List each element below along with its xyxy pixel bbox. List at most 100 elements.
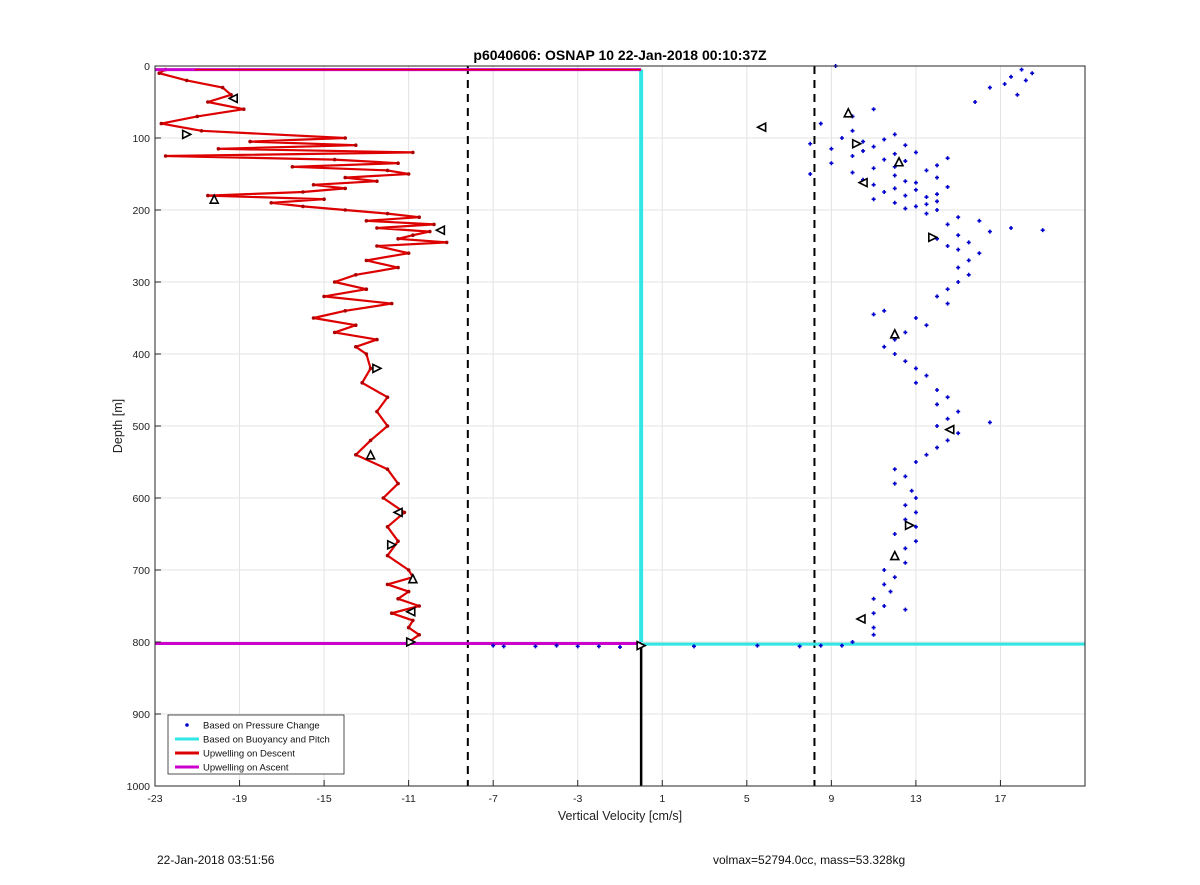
direction-marker bbox=[386, 539, 398, 551]
pressure-change-point bbox=[924, 168, 929, 173]
direction-marker bbox=[372, 363, 383, 374]
descent-point bbox=[375, 409, 379, 414]
pressure-change-point bbox=[1009, 74, 1014, 79]
pressure-change-point bbox=[935, 402, 940, 407]
x-tick-label: -19 bbox=[232, 793, 247, 805]
direction-marker bbox=[227, 93, 239, 104]
pressure-change-point bbox=[913, 187, 918, 192]
pressure-change-point bbox=[892, 575, 897, 580]
pressure-change-point bbox=[903, 503, 908, 508]
descent-point bbox=[411, 233, 415, 237]
pressure-change-point bbox=[956, 247, 961, 252]
pressure-change-point bbox=[903, 546, 908, 551]
pressure-change-point bbox=[966, 272, 971, 277]
direction-marker bbox=[365, 449, 376, 460]
descent-point bbox=[385, 211, 390, 216]
x-tick-label: -23 bbox=[147, 793, 162, 805]
pressure-change-point bbox=[618, 645, 622, 650]
descent-point bbox=[385, 424, 390, 428]
pressure-change-point bbox=[808, 141, 813, 146]
descent-point bbox=[199, 129, 204, 133]
descent-point bbox=[406, 172, 411, 176]
pressure-change-point bbox=[903, 607, 908, 612]
pressure-change-point bbox=[913, 380, 918, 385]
y-tick-label: 500 bbox=[132, 421, 150, 433]
pressure-change-point bbox=[829, 161, 834, 166]
descent-point bbox=[385, 525, 390, 529]
direction-marker bbox=[928, 232, 939, 243]
direction-marker bbox=[943, 424, 955, 435]
x-tick-label: -11 bbox=[401, 793, 416, 805]
descent-point bbox=[385, 467, 390, 472]
pressure-change-point bbox=[903, 474, 908, 479]
footer-timestamp: 22-Jan-2018 03:51:56 bbox=[157, 853, 275, 867]
y-tick-label: 100 bbox=[132, 133, 150, 145]
pressure-change-point bbox=[913, 366, 918, 371]
descent-point bbox=[343, 208, 348, 212]
descent-point bbox=[311, 183, 316, 187]
pressure-change-point bbox=[935, 424, 940, 428]
pressure-change-point bbox=[935, 199, 940, 204]
pressure-change-point bbox=[945, 222, 950, 227]
pressure-change-point bbox=[973, 100, 978, 104]
pressure-change-point bbox=[882, 157, 887, 162]
direction-marker bbox=[181, 129, 193, 140]
pressure-change-point bbox=[956, 215, 961, 220]
pressure-change-point bbox=[850, 170, 855, 175]
pressure-change-point bbox=[945, 395, 950, 400]
pressure-change-point bbox=[575, 644, 580, 649]
pressure-change-point bbox=[924, 323, 929, 328]
descent-point bbox=[375, 244, 379, 248]
pressure-change-point bbox=[903, 143, 908, 148]
descent-point bbox=[322, 294, 326, 299]
descent-point bbox=[411, 150, 415, 155]
pressure-change-point bbox=[903, 179, 908, 184]
pressure-change-point bbox=[839, 643, 844, 648]
direction-marker bbox=[842, 107, 854, 118]
pressure-change-point bbox=[913, 496, 918, 500]
descent-point bbox=[290, 165, 295, 169]
descent-point bbox=[322, 197, 326, 201]
descent-point bbox=[381, 496, 386, 500]
descent-point bbox=[163, 154, 168, 158]
pressure-change-point bbox=[829, 146, 834, 151]
pressure-change-point bbox=[935, 294, 940, 299]
pressure-change-point bbox=[892, 481, 897, 486]
direction-marker bbox=[405, 636, 417, 648]
descent-point bbox=[216, 147, 221, 151]
pressure-change-point bbox=[987, 420, 992, 425]
descent-point bbox=[375, 226, 379, 230]
pressure-change-point bbox=[871, 611, 876, 616]
pressure-change-point bbox=[888, 589, 893, 594]
pressure-change-point bbox=[924, 195, 929, 200]
pressure-change-point bbox=[945, 244, 950, 248]
descent-point bbox=[406, 625, 411, 630]
descent-point bbox=[184, 78, 189, 83]
descent-point bbox=[206, 100, 210, 104]
pressure-change-point bbox=[966, 240, 971, 245]
pressure-change-point bbox=[1030, 71, 1035, 76]
direction-marker bbox=[434, 224, 446, 236]
legend-swatch bbox=[185, 723, 189, 727]
x-tick-label: 13 bbox=[910, 793, 922, 805]
descent-point bbox=[157, 71, 162, 75]
x-tick-label: 1 bbox=[659, 793, 665, 805]
pressure-change-point bbox=[808, 172, 813, 176]
descent-point bbox=[343, 136, 348, 140]
pressure-change-point bbox=[871, 596, 876, 601]
pressure-change-point bbox=[935, 388, 940, 392]
descent-point bbox=[159, 121, 164, 126]
pressure-change-point bbox=[892, 132, 897, 137]
pressure-change-point bbox=[1002, 82, 1007, 86]
descent-point bbox=[427, 229, 432, 234]
pressure-change-point bbox=[871, 107, 876, 112]
pressure-change-point bbox=[501, 644, 506, 649]
descent-point bbox=[389, 301, 394, 306]
pressure-change-point bbox=[903, 359, 908, 364]
descent-point bbox=[343, 175, 348, 180]
pressure-change-point bbox=[935, 445, 940, 450]
descent-point bbox=[411, 618, 415, 623]
y-tick-label: 0 bbox=[144, 61, 150, 73]
descent-point bbox=[368, 366, 373, 371]
descent-point bbox=[396, 539, 400, 543]
